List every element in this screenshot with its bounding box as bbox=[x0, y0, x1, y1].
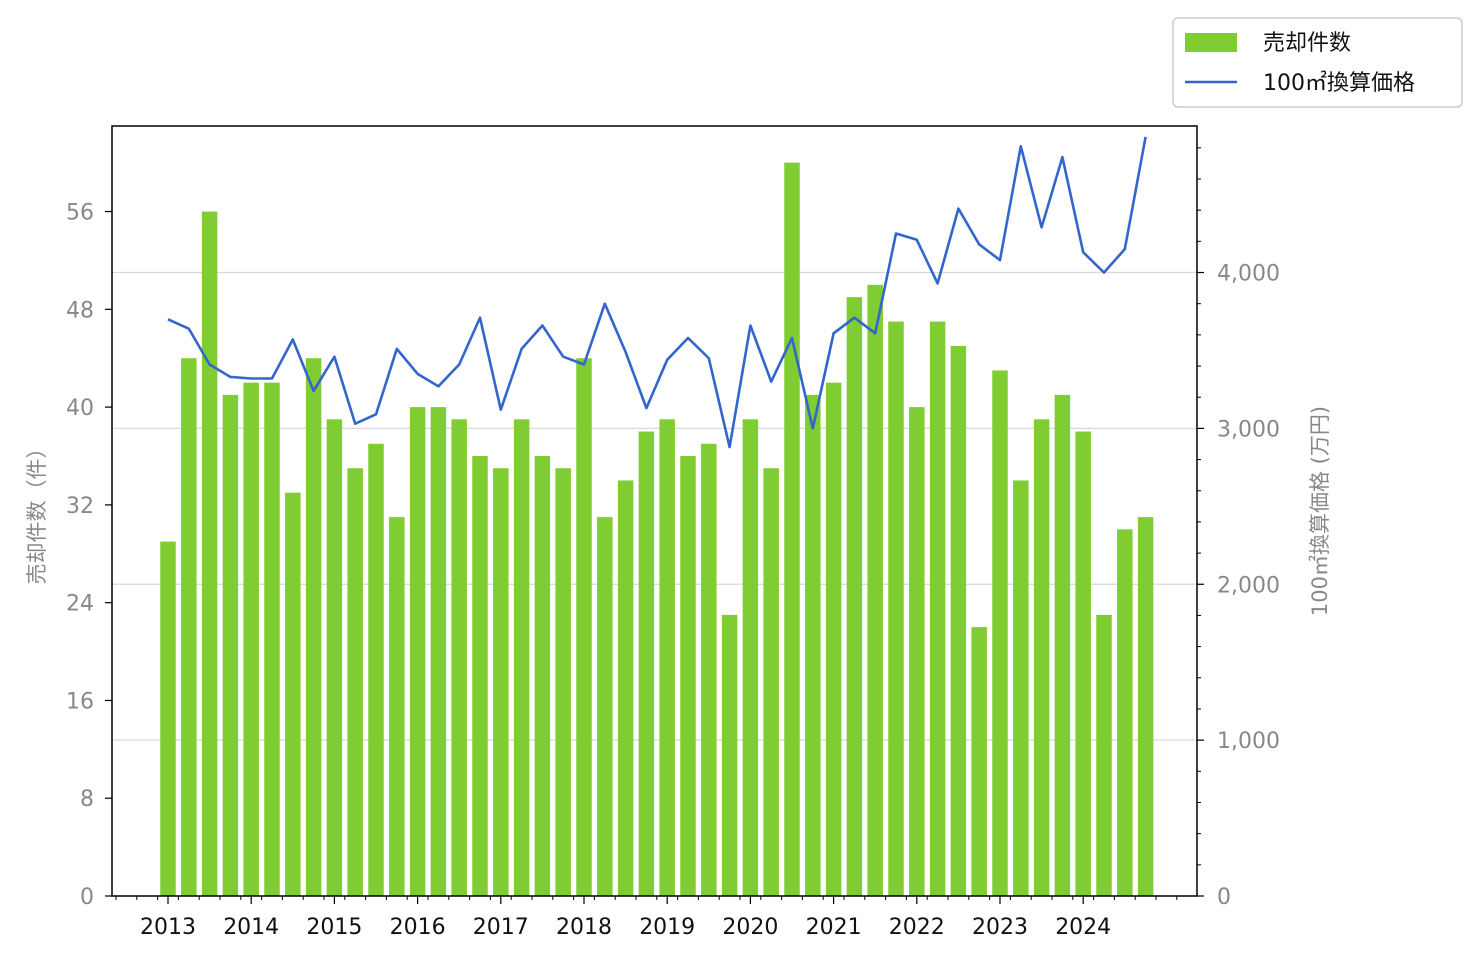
bar-2017Q4 bbox=[555, 468, 571, 896]
bar-2015Q3 bbox=[368, 443, 384, 896]
bar-2013Q4 bbox=[222, 394, 239, 896]
right-axis-label: 100㎡換算価格 (万円) bbox=[1308, 406, 1332, 616]
left-tick-label-6: 48 bbox=[66, 298, 94, 323]
x-tick-label-2015: 2015 bbox=[306, 915, 362, 940]
bar-2017Q3 bbox=[534, 456, 551, 896]
price-line bbox=[167, 136, 1147, 449]
bar-2014Q1 bbox=[243, 382, 259, 897]
bar-2013Q1 bbox=[160, 541, 176, 896]
legend-line-label: 100㎡換算価格 bbox=[1263, 70, 1415, 96]
bar-2022Q1 bbox=[909, 407, 925, 896]
x-tick-label-2024: 2024 bbox=[1055, 915, 1111, 940]
x-tick-label-2021: 2021 bbox=[806, 915, 862, 940]
bar-2019Q3 bbox=[701, 443, 717, 896]
bar-2019Q4 bbox=[721, 614, 738, 896]
right-tick-label-0: 0 bbox=[1217, 885, 1231, 910]
bar-2023Q1 bbox=[992, 370, 1008, 896]
bar-2018Q1 bbox=[576, 358, 592, 896]
left-tick-label-3: 24 bbox=[66, 592, 94, 617]
bar-2024Q1 bbox=[1075, 431, 1091, 896]
bar-2020Q4 bbox=[805, 394, 821, 896]
right-axis: 0 1,000 2,000 3,000 4,000 bbox=[1197, 147, 1280, 910]
bar-2016Q4 bbox=[472, 456, 488, 896]
bar-2014Q3 bbox=[285, 492, 301, 896]
bar-2017Q2 bbox=[513, 419, 530, 896]
bar-2016Q3 bbox=[451, 419, 467, 896]
bar-2014Q2 bbox=[264, 382, 280, 897]
bar-2020Q1 bbox=[742, 419, 759, 896]
bar-2016Q2 bbox=[430, 407, 447, 896]
left-tick-label-2: 16 bbox=[66, 689, 94, 714]
bar-2024Q3 bbox=[1117, 529, 1133, 896]
legend: 売却件数 100㎡換算価格 bbox=[1172, 17, 1463, 108]
bar-2015Q1 bbox=[326, 419, 343, 896]
left-axis: 0 8 16 24 32 40 48 56 bbox=[66, 201, 112, 910]
plot-frame bbox=[111, 125, 1198, 897]
x-tick-label-2017: 2017 bbox=[473, 915, 529, 940]
left-axis-label: 売却件数（件） bbox=[25, 438, 49, 585]
bar-2018Q3 bbox=[617, 480, 634, 896]
bar-2015Q4 bbox=[389, 517, 405, 896]
bar-2024Q2 bbox=[1096, 614, 1112, 896]
x-tick-label-2014: 2014 bbox=[223, 915, 279, 940]
right-tick-label-1: 1,000 bbox=[1217, 729, 1280, 754]
bar-2018Q2 bbox=[597, 517, 613, 896]
bar-2019Q2 bbox=[680, 456, 696, 896]
legend-bar-label: 売却件数 bbox=[1263, 31, 1351, 56]
bar-2015Q2 bbox=[347, 468, 363, 896]
bar-2021Q3 bbox=[867, 284, 883, 896]
x-tick-label-2020: 2020 bbox=[722, 915, 778, 940]
right-tick-label-2: 2,000 bbox=[1217, 573, 1280, 598]
bar-2022Q2 bbox=[929, 321, 946, 896]
bar-2019Q1 bbox=[659, 419, 675, 896]
x-tick-label-2022: 2022 bbox=[889, 915, 945, 940]
legend-bar-swatch bbox=[1185, 33, 1237, 52]
x-tick-label-2016: 2016 bbox=[390, 915, 446, 940]
bar-2020Q3 bbox=[784, 162, 800, 896]
bar-2022Q3 bbox=[950, 346, 967, 896]
bar-2016Q1 bbox=[409, 407, 426, 896]
bar-2022Q4 bbox=[971, 627, 987, 896]
bar-2021Q4 bbox=[888, 321, 904, 896]
bar-series bbox=[160, 162, 1154, 897]
right-tick-label-4: 4,000 bbox=[1217, 262, 1280, 287]
bar-2013Q3 bbox=[201, 211, 218, 897]
x-axis: 2013 2014 2015 2016 2017 2018 2019 2020 2021 2022… bbox=[115, 896, 1178, 940]
bar-2023Q2 bbox=[1013, 480, 1029, 896]
bar-2021Q2 bbox=[846, 297, 863, 897]
line-series bbox=[167, 136, 1147, 449]
legend-box bbox=[1172, 17, 1463, 108]
bar-2023Q3 bbox=[1033, 419, 1050, 896]
bar-2014Q4 bbox=[305, 358, 322, 896]
left-tick-label-0: 0 bbox=[80, 885, 94, 910]
bar-2018Q4 bbox=[638, 431, 655, 896]
bar-2021Q1 bbox=[825, 382, 842, 897]
left-tick-label-4: 32 bbox=[66, 494, 94, 519]
bar-2023Q4 bbox=[1054, 394, 1071, 896]
x-tick-label-2019: 2019 bbox=[639, 915, 695, 940]
bar-2020Q2 bbox=[763, 468, 779, 896]
bar-2013Q2 bbox=[181, 358, 197, 896]
left-tick-label-7: 56 bbox=[66, 201, 94, 226]
bar-2017Q1 bbox=[493, 468, 509, 896]
left-tick-label-5: 40 bbox=[66, 396, 94, 421]
right-tick-label-3: 3,000 bbox=[1217, 417, 1280, 442]
x-tick-label-2018: 2018 bbox=[556, 915, 612, 940]
x-tick-label-2013: 2013 bbox=[140, 915, 196, 940]
bar-2024Q4 bbox=[1137, 517, 1154, 896]
left-tick-label-1: 8 bbox=[80, 787, 94, 812]
x-tick-label-2023: 2023 bbox=[972, 915, 1028, 940]
